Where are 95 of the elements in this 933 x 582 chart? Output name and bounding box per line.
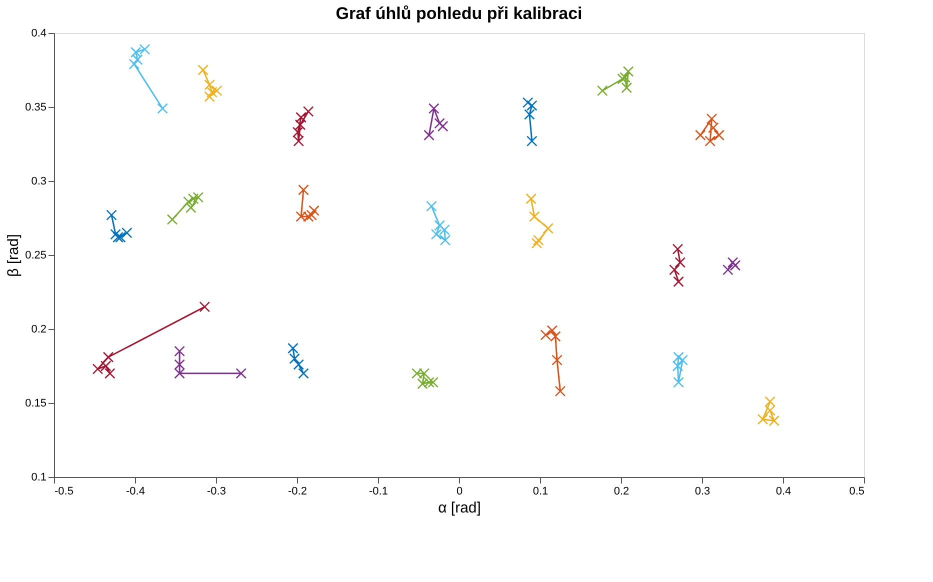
point <box>694 130 706 141</box>
x-tick-label: -0.5 <box>54 486 74 498</box>
y-tick-label: 0.1 <box>31 472 46 484</box>
x-tick-label: 0.1 <box>532 486 548 498</box>
point <box>157 103 168 114</box>
point <box>308 205 320 216</box>
point <box>706 113 718 124</box>
point <box>198 64 208 76</box>
point <box>620 72 630 83</box>
point <box>236 368 247 379</box>
point <box>531 238 542 249</box>
point <box>288 342 298 354</box>
point <box>293 359 304 370</box>
x-tick-label: -0.1 <box>369 486 388 498</box>
point <box>524 109 535 120</box>
chart-title: Graf úhlů pohledu při kalibraci <box>336 4 582 23</box>
point <box>440 234 451 246</box>
point <box>204 79 215 90</box>
point <box>174 368 185 379</box>
point <box>673 352 684 363</box>
y-tick-label: 0.35 <box>25 102 46 114</box>
y-tick-label: 0.25 <box>25 250 46 262</box>
point <box>522 97 534 108</box>
point <box>106 210 117 220</box>
point <box>526 136 538 146</box>
point <box>424 130 434 141</box>
y-tick-label: 0.2 <box>31 324 46 336</box>
point <box>528 211 540 222</box>
point <box>289 353 300 364</box>
point <box>428 103 440 114</box>
point <box>188 193 199 204</box>
x-tick-label: 0 <box>456 486 463 498</box>
point <box>596 85 608 96</box>
x-tick-label: 0.3 <box>694 486 710 498</box>
point <box>128 58 140 70</box>
point <box>434 118 445 129</box>
point <box>102 352 114 363</box>
y-tick-label: 0.15 <box>25 398 46 410</box>
point <box>669 264 680 276</box>
point <box>434 220 445 231</box>
x-axis-title: α [rad] <box>438 500 481 516</box>
point <box>293 136 304 146</box>
x-tick-label: 0.2 <box>614 486 630 498</box>
y-tick-label: 0.3 <box>31 176 46 188</box>
point <box>437 120 448 132</box>
point <box>764 405 776 416</box>
point <box>199 301 210 312</box>
point <box>192 192 204 203</box>
y-axis-title: β [rad] <box>5 234 22 277</box>
point <box>439 224 450 236</box>
point <box>554 386 566 397</box>
point <box>708 122 719 134</box>
point <box>298 368 309 379</box>
point <box>302 106 314 117</box>
point <box>298 184 309 196</box>
point <box>112 232 124 243</box>
y-tick-label: 0.4 <box>31 28 46 40</box>
point <box>552 354 562 366</box>
point <box>426 200 437 212</box>
point <box>183 196 194 208</box>
point <box>704 136 716 146</box>
point <box>542 222 554 234</box>
point <box>621 82 632 94</box>
point <box>430 228 442 240</box>
point <box>174 346 185 357</box>
point <box>292 126 304 138</box>
point <box>622 66 634 77</box>
point <box>673 276 684 288</box>
point <box>722 264 734 276</box>
point <box>115 232 126 243</box>
x-tick-label: 0.5 <box>849 486 864 498</box>
point <box>532 234 544 246</box>
point <box>132 54 143 66</box>
point <box>764 396 776 407</box>
point <box>546 325 558 336</box>
point <box>185 202 196 214</box>
point <box>674 257 686 268</box>
point <box>424 376 434 388</box>
point <box>672 244 684 254</box>
point <box>211 85 222 96</box>
point <box>294 119 306 130</box>
point <box>204 91 215 102</box>
point <box>727 257 738 268</box>
point <box>617 73 628 84</box>
x-tick-label: -0.3 <box>207 486 226 498</box>
point <box>166 214 178 225</box>
point <box>526 193 536 204</box>
point <box>104 368 116 379</box>
x-tick-label: -0.2 <box>288 486 307 498</box>
point <box>174 359 185 370</box>
point <box>730 260 741 271</box>
x-tick-label: -0.4 <box>126 486 145 498</box>
point <box>673 376 684 388</box>
point <box>206 86 218 98</box>
x-tick-label: 0.4 <box>776 486 792 498</box>
